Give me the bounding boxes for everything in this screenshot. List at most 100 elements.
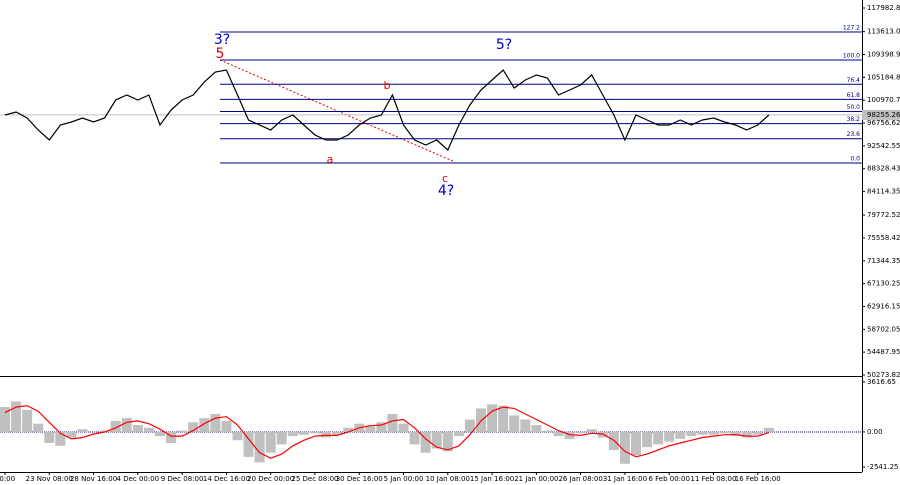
histogram-bar [509, 415, 520, 432]
y-tick-label: 79772.52 [867, 211, 900, 219]
histogram-bar [287, 431, 298, 437]
histogram-bar [664, 431, 675, 442]
y-tick-label: 3616.65 [867, 378, 896, 386]
histogram-bar [143, 427, 154, 432]
histogram-bar [464, 419, 475, 432]
histogram-bar [265, 431, 276, 453]
histogram-bar [99, 430, 110, 432]
histogram-bar [55, 431, 66, 446]
histogram-bar [343, 427, 354, 432]
histogram-bar [520, 419, 531, 432]
y-tick-label: 105184.84 [867, 73, 900, 81]
y-tick-label: 54487.95 [867, 348, 900, 356]
x-tick-label: 21 Jan 00:00 [514, 475, 558, 483]
histogram-bar [686, 431, 697, 437]
y-tick-label: 92542.55 [867, 142, 900, 150]
histogram-bar [553, 431, 564, 437]
histogram-bar [0, 407, 10, 432]
histogram-bar [121, 418, 132, 432]
y-tick-label: 113613.02 [867, 28, 900, 36]
histogram-bar [763, 427, 774, 432]
y-tick-label: 75558.42 [867, 234, 900, 242]
x-tick-label: 23 Nov 08:00 [26, 475, 73, 483]
histogram-bar [619, 431, 630, 464]
histogram-bar [177, 430, 188, 432]
x-tick-label: 31 Jan 16:00 [603, 475, 647, 483]
histogram-bar [33, 423, 44, 432]
histogram-bar [376, 422, 387, 432]
histogram-bar [77, 429, 88, 432]
histogram-bar [752, 431, 763, 435]
y-tick-label: 117982.84 [867, 4, 900, 12]
x-tick-label: 25 Dec 08:00 [291, 475, 338, 483]
histogram-bar [332, 431, 343, 435]
x-tick-label: 00:00 [0, 475, 15, 483]
histogram-bar [44, 431, 55, 444]
fib-label: 0.0 [850, 156, 860, 163]
histogram-bar [630, 431, 641, 456]
histogram-bar [453, 431, 464, 437]
y-tick-label: 58702.05 [867, 325, 900, 333]
histogram-bar [697, 431, 708, 435]
histogram-bar [575, 431, 586, 434]
histogram-bar [564, 431, 575, 439]
histogram-bar [586, 429, 597, 432]
histogram-bar [254, 431, 265, 463]
wave-label: c [442, 172, 448, 185]
wave-label: b [384, 79, 391, 92]
histogram-bar [22, 409, 33, 432]
x-tick-label: 16 Feb 16:00 [735, 475, 781, 483]
histogram-bar [132, 425, 143, 432]
histogram-bar [243, 431, 254, 457]
histogram-bar [298, 431, 309, 435]
histogram-bar [276, 431, 287, 445]
y-tick-label: 96756.62 [867, 119, 900, 127]
histogram-bar [431, 431, 442, 449]
histogram-bar [199, 418, 210, 432]
histogram-bar [708, 431, 719, 435]
wave-label: 5 [216, 46, 225, 62]
wave-label: 3? [214, 32, 230, 48]
y-tick-label: 109398.93 [867, 51, 900, 59]
histogram-bar [675, 431, 686, 439]
x-tick-label: 10 Jan 08:00 [426, 475, 470, 483]
x-tick-label: 15 Jan 16:00 [470, 475, 514, 483]
histogram-bar [730, 431, 741, 437]
x-tick-label: 5 Jan 00:00 [384, 475, 424, 483]
y-tick-label: -2541.25 [867, 463, 898, 471]
histogram-bar [11, 401, 22, 432]
fib-label: 61.8 [847, 92, 861, 99]
x-tick-label: 9 Dec 08:00 [161, 475, 204, 483]
y-tick-label: 71344.35 [867, 257, 900, 265]
x-tick-label: 11 Feb 08:00 [691, 475, 737, 483]
x-tick-label: 4 Dec 00:00 [117, 475, 160, 483]
histogram-bar [398, 423, 409, 432]
fib-label: 100.0 [843, 53, 860, 60]
y-tick-label: 62916.15 [867, 302, 900, 310]
histogram-bar [321, 431, 332, 438]
histogram-bar [542, 430, 553, 432]
price-line [4, 69, 770, 151]
y-tick-label: 0.00 [867, 428, 883, 436]
x-tick-label: 6 Feb 00:00 [648, 475, 689, 483]
histogram-bar [653, 431, 664, 445]
histogram-bar [66, 431, 77, 438]
histogram-bar [387, 413, 398, 432]
histogram-bar [642, 431, 653, 448]
wave-label: 4? [438, 183, 454, 199]
fib-label: 127.2 [843, 24, 860, 31]
histogram-bar [365, 426, 376, 432]
y-tick-label: 50273.82 [867, 371, 900, 379]
histogram-bar [531, 425, 542, 432]
histogram-bar [498, 405, 509, 432]
wave-label: a [327, 153, 334, 166]
fib-label: 38.2 [847, 116, 861, 123]
histogram-bar [719, 431, 730, 434]
last-price-label: 98255.26 [867, 111, 900, 119]
histogram-bar [309, 431, 320, 434]
histogram-bar [154, 431, 165, 437]
last-price-box [862, 109, 900, 120]
histogram-bar [409, 431, 420, 445]
